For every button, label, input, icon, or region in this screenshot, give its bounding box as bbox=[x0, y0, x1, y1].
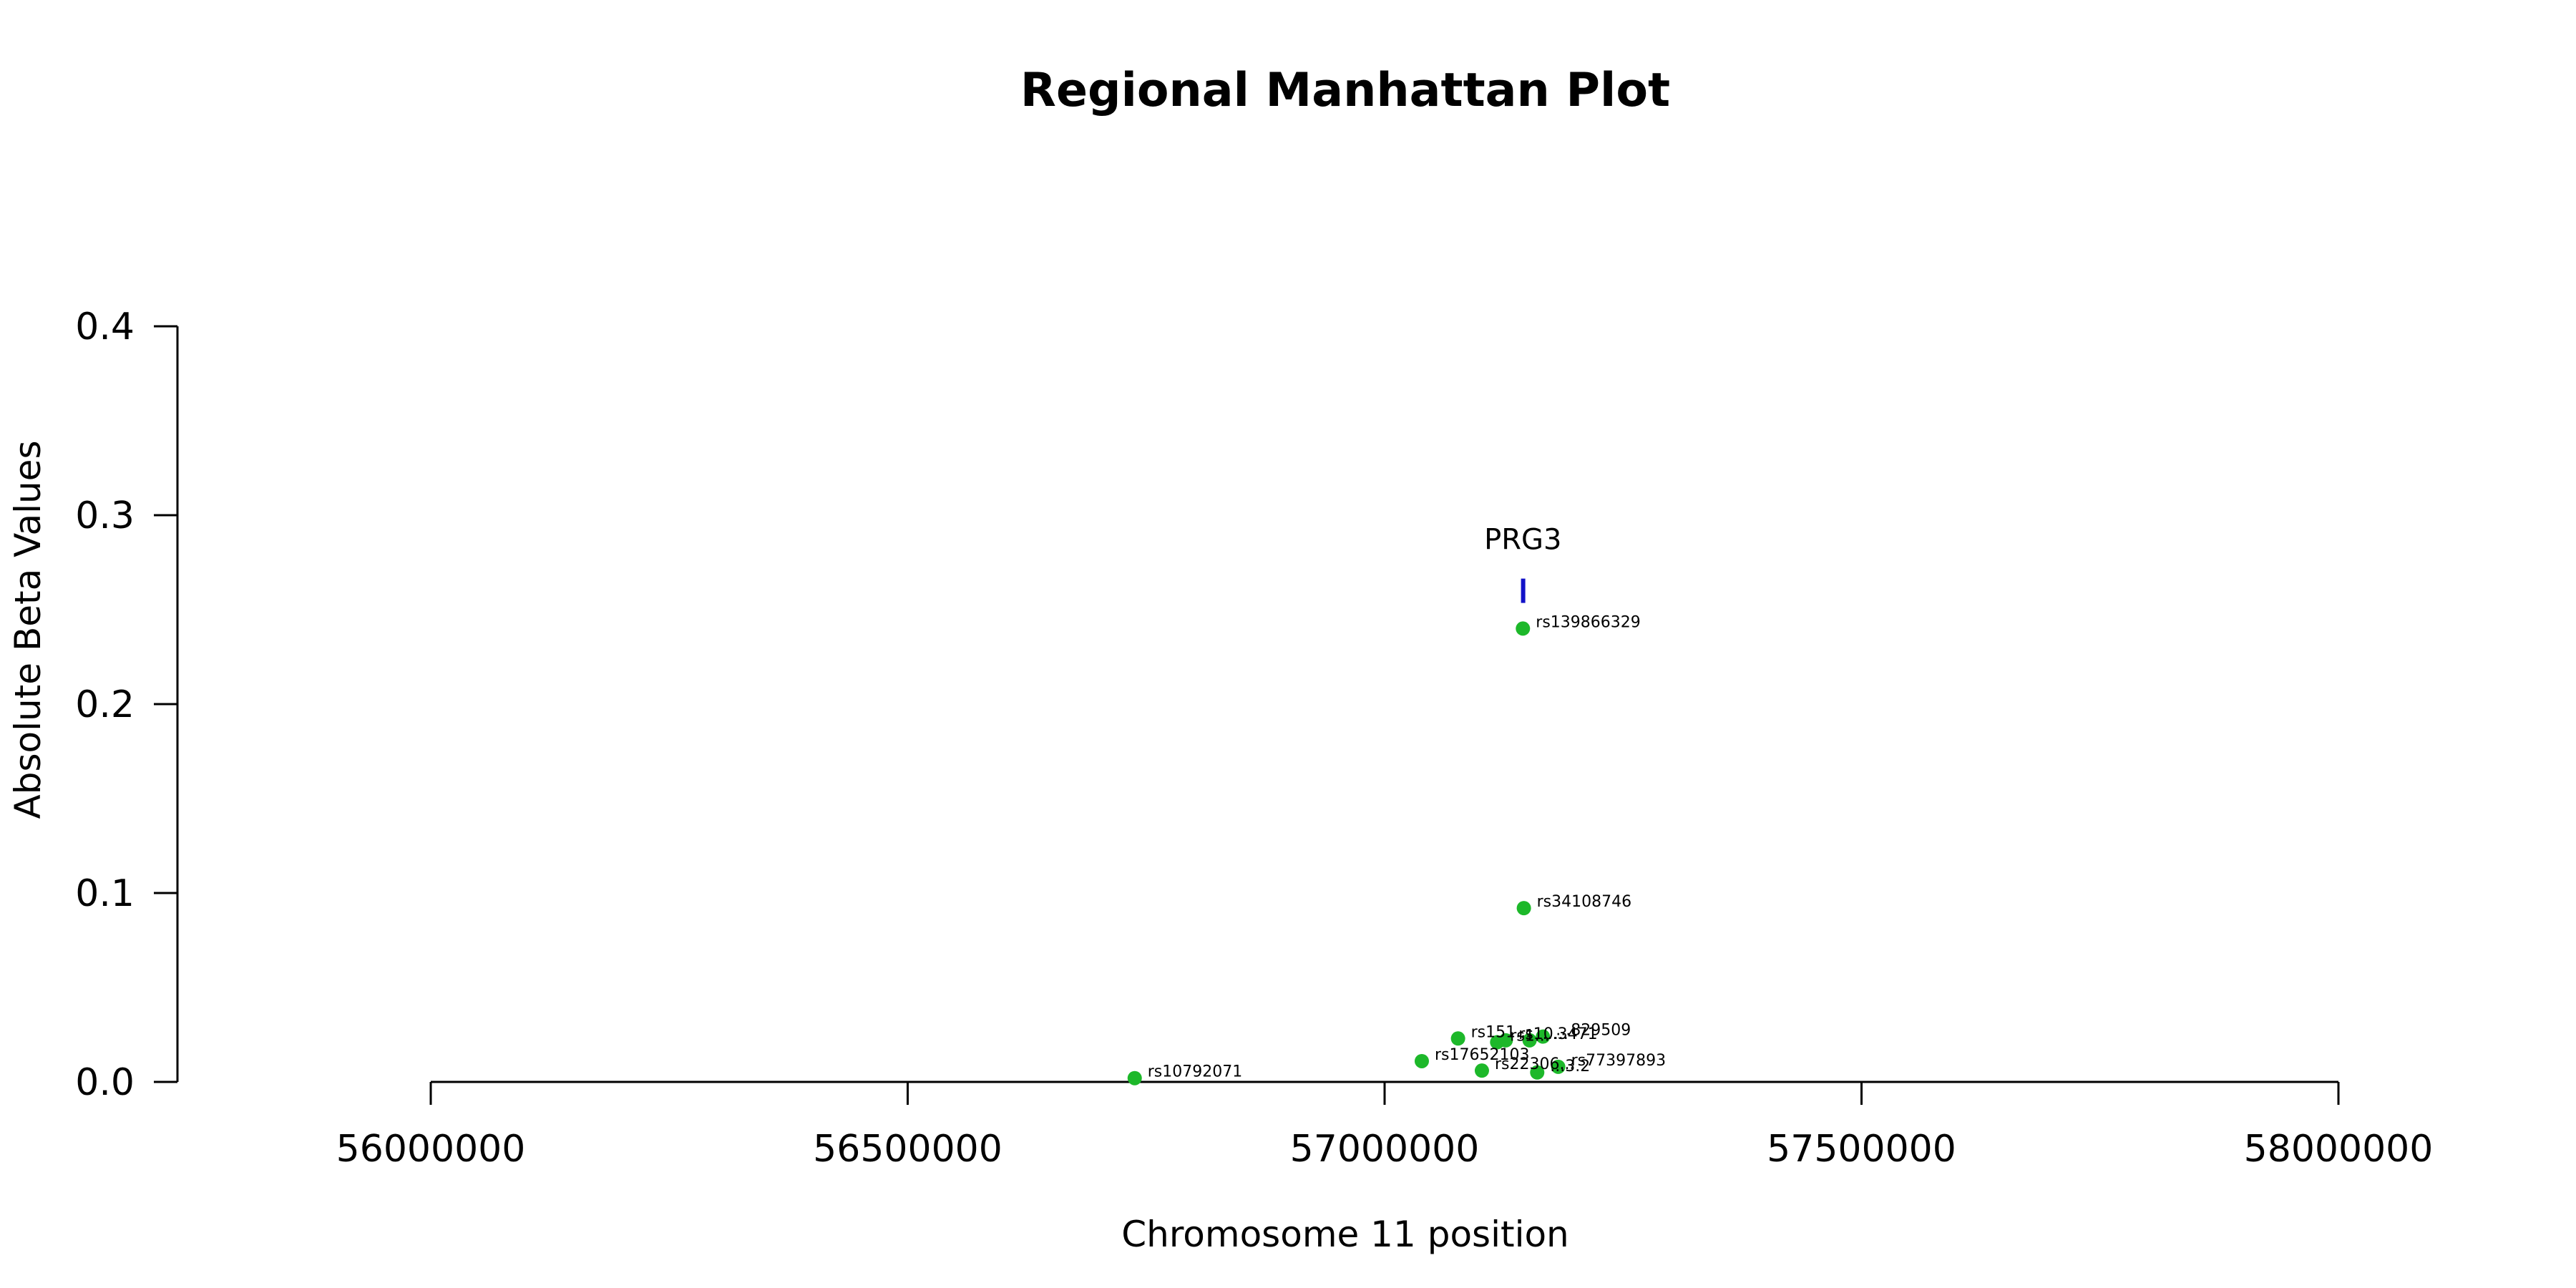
x-axis-label: Chromosome 11 position bbox=[1121, 1214, 1569, 1255]
x-tick-label: 58000000 bbox=[2244, 1128, 2434, 1171]
gene-track: PRG3 bbox=[1484, 524, 1561, 603]
snp-point bbox=[1498, 1033, 1513, 1048]
snp-point bbox=[1474, 1063, 1489, 1078]
snp-label: rs1... bbox=[1510, 1028, 1549, 1045]
snp-labels: rs10792071rs17652103rs151...rs22306...rs… bbox=[1148, 613, 1666, 1080]
snp-label: ...3.2 bbox=[1550, 1058, 1590, 1075]
snp-point bbox=[1530, 1065, 1545, 1080]
y-tick-label: 0.1 bbox=[75, 872, 135, 915]
y-tick-label: 0.3 bbox=[75, 494, 135, 537]
x-tick-label: 57500000 bbox=[1767, 1128, 1956, 1171]
y-axis-ticks: 0.0 0.1 0.2 0.3 0.4 bbox=[75, 306, 177, 1104]
gene-label: PRG3 bbox=[1484, 524, 1561, 557]
snp-label: rs10... bbox=[1518, 1025, 1568, 1043]
snp-point bbox=[1516, 901, 1531, 916]
y-tick-label: 0.4 bbox=[75, 306, 135, 348]
snp-label: rs77397893 bbox=[1571, 1052, 1666, 1070]
gene-marker bbox=[1521, 578, 1526, 603]
snp-label: ...3471 bbox=[1543, 1025, 1598, 1043]
y-axis-label: Absolute Beta Values bbox=[7, 441, 49, 819]
chart-title: Regional Manhattan Plot bbox=[1020, 64, 1670, 117]
snp-point bbox=[1536, 1029, 1551, 1044]
snp-label: rs34108746 bbox=[1537, 893, 1631, 911]
x-axis-ticks: 56000000 56500000 57000000 57500000 58000000 bbox=[336, 1082, 2434, 1171]
snp-label: ...829509 bbox=[1556, 1022, 1631, 1040]
snp-point bbox=[1450, 1031, 1465, 1046]
x-tick-label: 56000000 bbox=[336, 1128, 526, 1171]
snp-point bbox=[1522, 1033, 1537, 1048]
snp-label: rs151... bbox=[1471, 1023, 1531, 1041]
snp-label: rs10792071 bbox=[1148, 1063, 1242, 1081]
snp-label: rs139866329 bbox=[1536, 613, 1640, 631]
y-tick-label: 0.2 bbox=[75, 683, 135, 726]
snp-label: rs17652103 bbox=[1435, 1046, 1529, 1064]
snp-points bbox=[1127, 621, 1566, 1085]
snp-point bbox=[1414, 1053, 1429, 1068]
x-tick-label: 57000000 bbox=[1290, 1128, 1480, 1171]
snp-label: rs22306... bbox=[1495, 1055, 1574, 1073]
y-tick-label: 0.0 bbox=[75, 1061, 135, 1104]
snp-point bbox=[1551, 1059, 1566, 1074]
snp-point bbox=[1127, 1070, 1142, 1085]
x-tick-label: 56500000 bbox=[813, 1128, 1002, 1171]
snp-point bbox=[1516, 621, 1531, 636]
